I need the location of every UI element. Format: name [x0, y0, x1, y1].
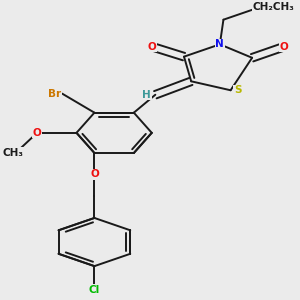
Text: CH₃: CH₃ — [2, 148, 23, 158]
Text: S: S — [234, 85, 242, 95]
Text: O: O — [90, 169, 99, 179]
Text: O: O — [33, 128, 41, 138]
Text: CH₂CH₃: CH₂CH₃ — [253, 2, 295, 12]
Text: O: O — [147, 42, 156, 52]
Text: Cl: Cl — [89, 285, 100, 295]
Text: Br: Br — [48, 88, 62, 99]
Text: H: H — [142, 90, 151, 100]
Text: N: N — [215, 39, 224, 49]
Text: O: O — [280, 42, 289, 52]
